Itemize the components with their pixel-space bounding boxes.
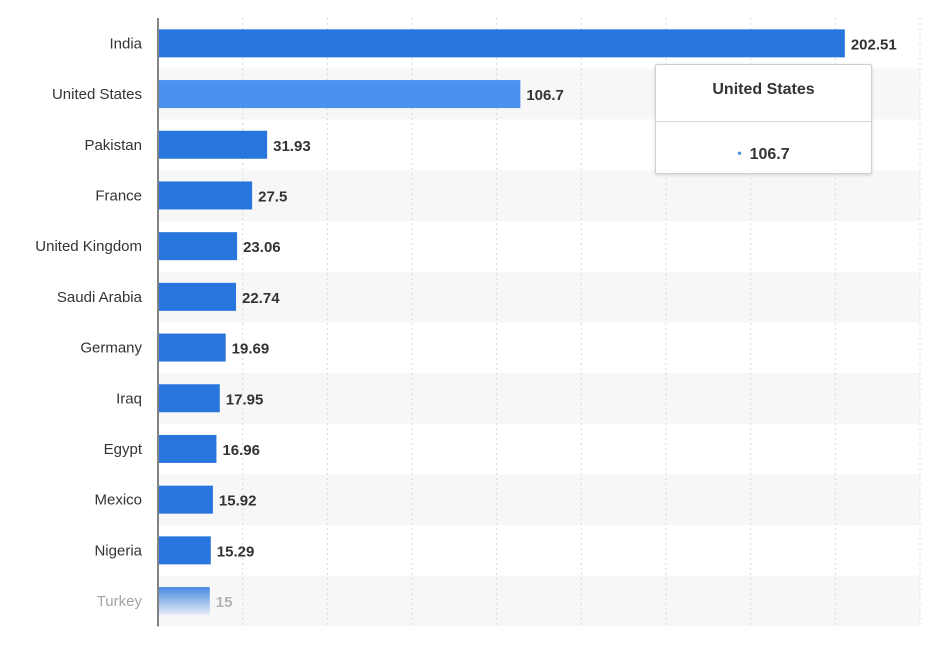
value-label: 106.7 [526, 87, 564, 104]
category-label: Saudi Arabia [57, 289, 143, 306]
bar [159, 130, 268, 159]
row-bands [158, 68, 920, 627]
value-label: 31.93 [273, 138, 311, 155]
row-band [158, 474, 920, 525]
bar [159, 181, 253, 210]
bar [159, 587, 210, 616]
value-label: 22.74 [242, 290, 280, 307]
bar [159, 232, 238, 261]
value-label: 15.29 [217, 543, 255, 560]
bar [159, 282, 237, 311]
bar [159, 536, 211, 565]
tooltip-divider [656, 121, 871, 122]
tooltip: United States • 106.7 [655, 64, 872, 174]
bar [159, 485, 213, 514]
category-label: United Kingdom [35, 238, 142, 255]
tooltip-value-row: • 106.7 [656, 146, 871, 164]
value-label: 19.69 [232, 341, 270, 358]
value-label: 15.92 [219, 493, 257, 510]
value-label: 15 [216, 594, 233, 611]
value-label: 202.51 [851, 36, 897, 53]
tooltip-title: United States [712, 81, 815, 98]
category-label: France [95, 187, 142, 204]
labels: India 202.51 United States 106.7 Pakistan 31.… [35, 35, 896, 611]
category-label: Mexico [94, 492, 142, 509]
row-band [158, 271, 920, 323]
value-label: 27.5 [258, 188, 287, 205]
value-label: 16.96 [222, 442, 260, 459]
bar [159, 434, 217, 463]
category-label: Egypt [104, 441, 143, 458]
value-label: 17.95 [226, 391, 264, 408]
value-label: 23.06 [243, 239, 281, 256]
category-label: Pakistan [84, 137, 142, 154]
bars [159, 29, 845, 616]
bar [159, 29, 845, 58]
category-label: Iraq [116, 390, 142, 407]
bar [159, 80, 521, 109]
bar [159, 333, 226, 362]
category-label: Germany [80, 340, 142, 357]
tooltip-bullet-icon: • [737, 146, 742, 160]
row-band [158, 372, 920, 424]
bar [159, 384, 220, 413]
tooltip-value: 106.7 [749, 146, 790, 163]
row-band [158, 575, 920, 627]
category-label: India [109, 35, 142, 52]
category-label: Nigeria [94, 542, 142, 559]
category-label: Turkey [97, 593, 143, 610]
category-label: United States [52, 86, 142, 103]
row-band [158, 170, 920, 221]
